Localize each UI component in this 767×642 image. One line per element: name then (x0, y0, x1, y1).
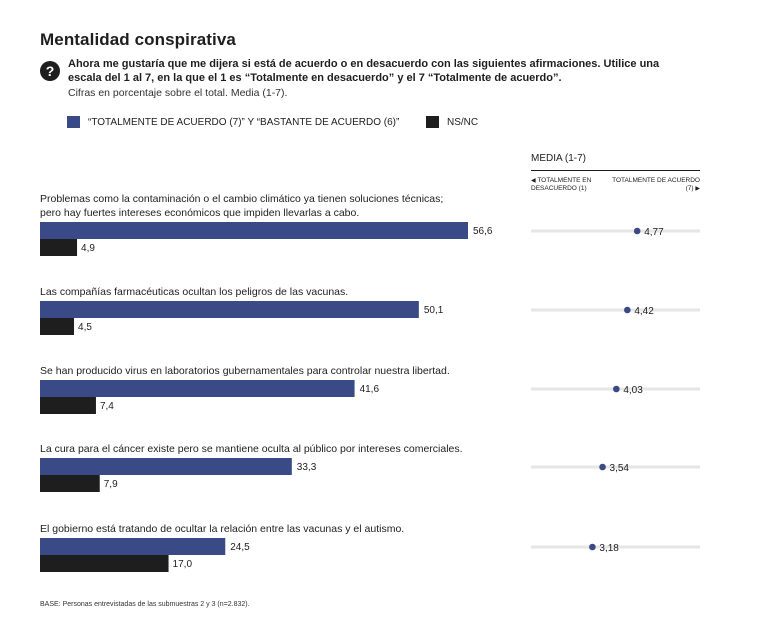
bar-nsnc-value: 17,0 (173, 559, 193, 570)
scale-left-text: TOTALMENTE EN DESACUERDO (1) (531, 177, 592, 192)
bar-nsnc (40, 318, 75, 335)
scale-left-label: ◀ TOTALMENTE EN DESACUERDO (1) (531, 177, 611, 193)
arrow-right-icon: ▶ (695, 186, 700, 192)
bar-nsnc-value: 4,5 (78, 322, 92, 333)
base-note: BASE: Personas entrevistadas de las subm… (40, 601, 250, 608)
page-title: Mentalidad conspirativa (40, 30, 236, 49)
bar-agree (40, 222, 468, 239)
bar-agree (40, 458, 292, 475)
bar-nsnc (40, 555, 169, 572)
bar-nsnc-value: 7,4 (100, 401, 114, 412)
media-value: 4,03 (623, 385, 643, 396)
scale-right-label: TOTALMENTE DE ACUERDO (7) ▶ (610, 177, 700, 193)
media-value: 3,54 (610, 463, 630, 474)
bar-nsnc-value: 4,9 (81, 243, 95, 254)
bar-agree-value: 50,1 (424, 305, 444, 316)
legend-label-agree: “TOTALMENTE DE ACUERDO (7)” Y “BASTANTE … (88, 116, 400, 128)
statement-label: pero hay fuertes intereses económicos qu… (40, 207, 359, 219)
bar-agree-value: 56,6 (473, 226, 493, 237)
statement-label: Las compañías farmacéuticas ocultan los … (40, 286, 348, 298)
statement-label: La cura para el cáncer existe pero se ma… (40, 443, 463, 455)
legend-swatch-nsnc (426, 116, 439, 128)
bar-nsnc (40, 397, 96, 414)
media-dot (599, 463, 606, 471)
legend-swatch-agree (67, 116, 80, 128)
statement-label: El gobierno está tratando de ocultar la … (40, 523, 404, 535)
bar-agree-value: 33,3 (297, 462, 317, 473)
media-value: 4,77 (644, 227, 664, 238)
legend-item-nsnc: NS/NC (426, 116, 478, 128)
arrow-left-icon: ◀ (531, 178, 536, 184)
media-dot (613, 385, 620, 393)
bar-agree (40, 538, 226, 555)
legend-label-nsnc: NS/NC (447, 116, 479, 128)
bar-nsnc (40, 475, 100, 492)
bar-agree-value: 41,6 (360, 384, 380, 395)
media-header: MEDIA (1-7) (531, 153, 700, 171)
bar-agree-value: 24,5 (230, 542, 250, 553)
legend-item-agree: “TOTALMENTE DE ACUERDO (7)” Y “BASTANTE … (67, 116, 399, 128)
media-value: 4,42 (634, 306, 654, 317)
subtitle: Cifras en porcentaje sobre el total. Med… (68, 87, 288, 99)
bar-nsnc (40, 239, 78, 256)
question-text: Ahora me gustaría que me dijera si está … (68, 58, 660, 84)
media-value: 3,18 (599, 543, 619, 554)
bar-agree (40, 380, 355, 397)
media-dot (589, 543, 596, 551)
bar-agree (40, 301, 419, 318)
question-icon: ? (40, 61, 60, 81)
scale-right-text: TOTALMENTE DE ACUERDO (7) (612, 177, 700, 192)
media-dot (633, 227, 641, 235)
statement-label: Se han producido virus en laboratorios g… (40, 365, 450, 377)
bar-nsnc-value: 7,9 (104, 479, 118, 490)
media-dot (624, 306, 631, 314)
statement-label: Problemas como la contaminación o el cam… (40, 193, 443, 205)
